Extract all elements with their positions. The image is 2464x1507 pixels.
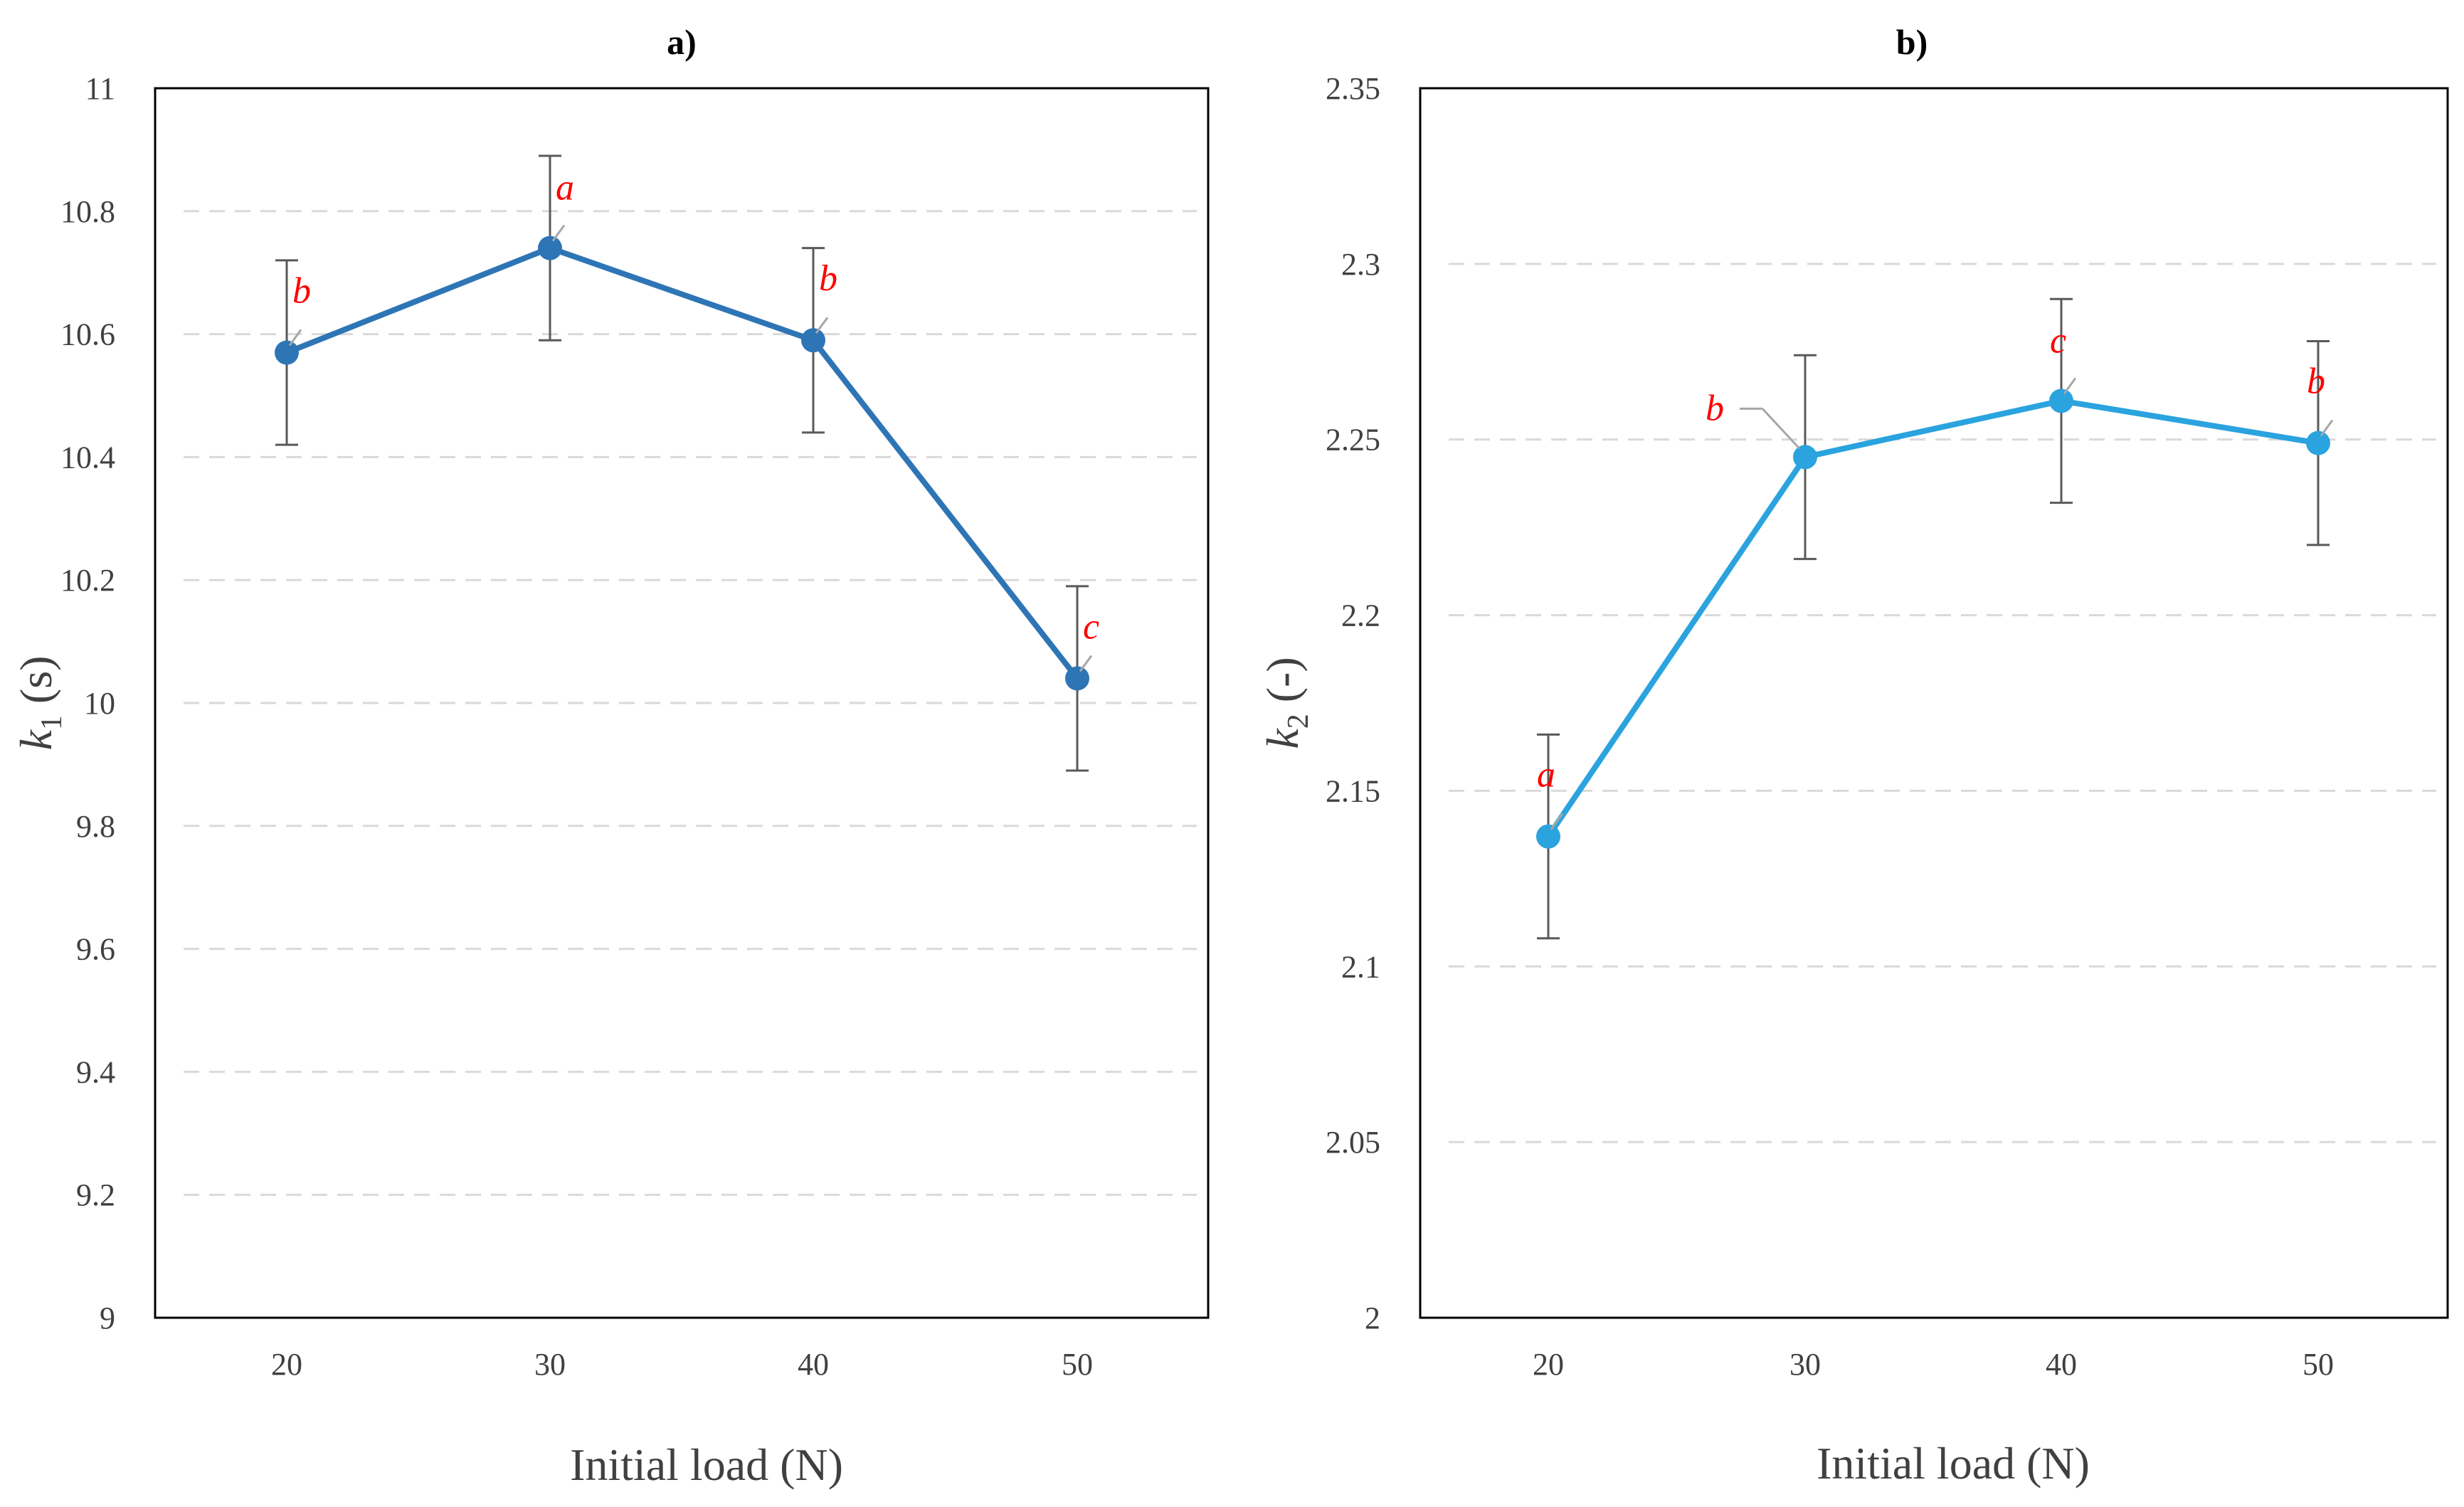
x-tick-label: 20	[271, 1347, 302, 1382]
x-axis-title: Initial load (N)	[1817, 1438, 2090, 1489]
leader-line	[2320, 419, 2334, 437]
y-axis-symbol: k	[11, 729, 61, 750]
y-axis-title: k1 (s)	[11, 656, 68, 751]
y-tick-label: 2.2	[1341, 598, 1380, 633]
y-tick-label: 2.15	[1326, 773, 1380, 808]
leader-line	[1550, 813, 1564, 830]
y-tick-label: 2.3	[1341, 247, 1380, 282]
y-tick-label: 2.05	[1326, 1125, 1380, 1160]
plot-frame	[1419, 87, 2449, 1319]
panel-a: 9 9.2 9.4 9.6 9.8 10 10.2 10.4 10.6 10.8 11 20 30 40…	[11, 22, 1210, 1490]
series-line	[285, 245, 1080, 680]
x-tick-label: 20	[1533, 1347, 1564, 1382]
data-point	[2049, 388, 2073, 413]
significance-letter: b	[292, 271, 311, 312]
data-point	[801, 328, 825, 353]
y-axis-subscript: 1	[36, 715, 68, 730]
x-tick-label: 30	[1789, 1347, 1821, 1382]
error-bars	[1537, 297, 2330, 940]
leader-line	[288, 329, 302, 347]
y-tick-label: 9	[100, 1301, 115, 1336]
x-tick-label: 30	[534, 1347, 566, 1382]
data-points	[1536, 388, 2330, 849]
y-tick-label: 10.4	[60, 440, 115, 475]
panel-title: b)	[1896, 22, 1928, 62]
significance-letter: b	[1706, 388, 1724, 428]
significance-letters: b a b c	[288, 168, 1099, 672]
y-tick-label: 9.8	[76, 809, 115, 844]
leader-line	[1761, 408, 1801, 450]
significance-letter: b	[819, 258, 837, 299]
panel-title: a)	[667, 22, 697, 62]
x-tick-label: 40	[798, 1347, 829, 1382]
x-tick-labels: 20 30 40 50	[1533, 1347, 2334, 1382]
y-tick-label: 11	[85, 71, 115, 106]
plot-frame	[154, 87, 1210, 1319]
data-points	[275, 236, 1089, 691]
gridlines	[184, 210, 1197, 1196]
data-point	[1793, 445, 1817, 470]
y-tick-label: 9.2	[76, 1178, 115, 1212]
leader-line	[551, 224, 566, 242]
y-tick-label: 9.6	[76, 932, 115, 967]
x-tick-label: 50	[1062, 1347, 1093, 1382]
data-point	[1536, 824, 1560, 849]
y-tick-label: 2	[1365, 1301, 1380, 1336]
data-point	[2306, 430, 2330, 455]
x-tick-label: 40	[2046, 1347, 2077, 1382]
y-axis-unit: (s)	[11, 656, 61, 716]
gridlines	[1449, 263, 2436, 1143]
significance-letter: c	[2050, 320, 2066, 361]
data-point	[538, 236, 562, 260]
panel-b: 2 2.05 2.1 2.15 2.2 2.25 2.3 2.35 20 30 40 50 a b c b…	[1257, 22, 2449, 1489]
x-tick-labels: 20 30 40 50	[271, 1347, 1093, 1382]
y-tick-label: 2.35	[1326, 71, 1380, 106]
y-axis-unit: (-)	[1257, 657, 1308, 714]
y-axis-symbol: k	[1257, 728, 1308, 749]
significance-letters: a b c b	[1537, 320, 2334, 830]
leader-line	[1079, 655, 1093, 672]
y-tick-labels: 2 2.05 2.1 2.15 2.2 2.25 2.3 2.35	[1326, 71, 1380, 1336]
x-axis-title: Initial load (N)	[570, 1439, 843, 1490]
leader-line	[2063, 377, 2077, 395]
y-tick-label: 10.2	[60, 563, 115, 598]
y-tick-label: 10.6	[60, 317, 115, 352]
y-tick-label: 10.8	[60, 194, 115, 229]
x-tick-label: 50	[2302, 1347, 2334, 1382]
y-tick-label: 9.4	[76, 1054, 115, 1089]
y-tick-labels: 9 9.2 9.4 9.6 9.8 10 10.2 10.4 10.6 10.8 11	[60, 71, 115, 1336]
series-line	[1545, 398, 2319, 838]
y-axis-subscript: 2	[1282, 714, 1315, 729]
y-axis-title: k2 (-)	[1257, 657, 1315, 749]
significance-letter: a	[556, 168, 574, 208]
y-tick-label: 2.1	[1341, 949, 1380, 984]
significance-letter: c	[1083, 606, 1099, 647]
leader-line	[815, 317, 829, 334]
significance-letter: b	[2307, 361, 2325, 402]
data-point	[1065, 666, 1089, 691]
y-tick-label: 2.25	[1326, 423, 1380, 458]
data-point	[275, 340, 299, 365]
error-bars	[275, 154, 1089, 772]
significance-letter: a	[1537, 755, 1555, 795]
y-tick-label: 10	[84, 686, 115, 721]
